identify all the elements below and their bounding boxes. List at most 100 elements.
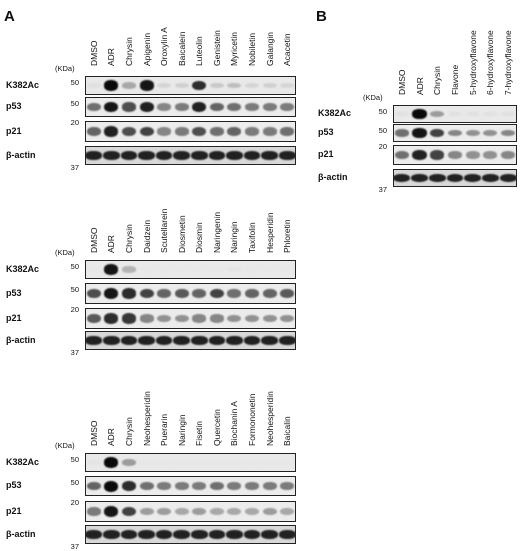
lane-label: Naringenin <box>211 211 222 253</box>
molecular-weight-marker: 20 <box>70 498 79 507</box>
blot-strip <box>85 331 296 350</box>
blot-band <box>501 111 516 117</box>
blot-band <box>192 314 207 323</box>
blot-band <box>262 314 277 323</box>
kda-unit-label: (KDa) <box>55 441 75 450</box>
lane-label: Nobiletin <box>247 32 258 66</box>
blot-band <box>280 460 295 465</box>
blot-strip <box>393 105 517 123</box>
blot-band <box>262 288 277 298</box>
lane-label: Hesperidin <box>264 212 275 253</box>
blot-band <box>138 336 155 345</box>
blot-band <box>139 481 154 491</box>
lane-label: Taxifolin <box>247 222 258 253</box>
blot-band <box>157 314 172 323</box>
blot-band <box>173 530 191 539</box>
blot-band <box>262 482 277 490</box>
lane-label: Genistein <box>211 30 222 66</box>
blot-band <box>280 127 295 136</box>
blot-band <box>208 151 226 160</box>
lane-label: Neohesperidin <box>264 391 275 446</box>
blot-band <box>394 173 411 183</box>
blot-strip <box>85 283 296 304</box>
blot-band <box>86 481 101 491</box>
blot-band <box>209 82 224 89</box>
blot-band <box>227 314 242 323</box>
blot-band <box>192 507 207 516</box>
antibody-label: β-actin <box>318 172 348 182</box>
blot-band <box>447 129 463 137</box>
blot-band <box>157 482 172 490</box>
blot-band <box>482 173 499 183</box>
blot-band <box>157 103 172 111</box>
blot-band <box>86 126 101 136</box>
blot-band <box>483 151 498 159</box>
blot-band <box>465 151 480 159</box>
blot-band <box>120 336 138 345</box>
antibody-label: β-actin <box>6 528 36 539</box>
blot-band <box>155 530 173 539</box>
blot-band <box>104 287 119 300</box>
blot-band <box>209 288 224 299</box>
blot-strip <box>85 97 296 117</box>
blot-strip <box>393 145 517 165</box>
blot-band <box>430 150 445 160</box>
blot-band <box>261 336 278 345</box>
blot-band <box>174 482 189 490</box>
blot-strip <box>85 121 296 142</box>
molecular-weight-marker: 20 <box>70 118 79 127</box>
blot-band <box>483 111 498 117</box>
kda-unit-label: (KDa) <box>55 64 75 73</box>
antibody-label: p21 <box>6 125 22 136</box>
blot-strip <box>85 308 296 329</box>
blot-band <box>428 173 446 183</box>
blot-band <box>245 288 260 298</box>
blot-band <box>278 336 295 345</box>
blot-band <box>139 314 154 323</box>
lane-label: Fisetin <box>194 420 205 446</box>
blot-band <box>280 82 295 89</box>
blot-band <box>104 80 119 91</box>
kda-unit-label: (KDa) <box>55 248 75 257</box>
lane-label: Chrysin <box>432 66 443 95</box>
blot-band <box>192 288 207 298</box>
blot-band <box>280 288 295 299</box>
blot-band <box>226 530 243 539</box>
blot-band <box>121 102 136 112</box>
blot-band <box>174 267 189 272</box>
antibody-label: K382Ac <box>6 79 40 90</box>
blot-band <box>86 151 103 160</box>
blot-band <box>157 288 172 298</box>
blot-band <box>280 267 295 272</box>
blot-band <box>280 507 295 516</box>
blot-strip <box>85 76 296 95</box>
blot-band <box>86 288 101 299</box>
blot-band <box>121 126 136 137</box>
blot-band <box>139 460 154 465</box>
blot-band <box>227 267 242 272</box>
blot-band <box>499 173 516 183</box>
lane-label: 7-hydroxyflavone <box>503 30 514 95</box>
blot-band <box>464 173 482 183</box>
blot-band <box>280 103 295 111</box>
lane-label: ADR <box>106 48 117 66</box>
blot-band <box>138 530 155 539</box>
molecular-weight-marker: 50 <box>70 262 79 271</box>
blot-band <box>209 507 224 516</box>
blot-band <box>174 127 189 136</box>
blot-band <box>262 507 277 516</box>
blot-band <box>190 530 208 539</box>
blot-band <box>104 457 119 468</box>
blot-strip <box>85 525 296 544</box>
blot-band <box>430 110 445 118</box>
blot-band <box>262 127 277 136</box>
blot-band <box>245 482 260 490</box>
blot-band <box>103 336 120 345</box>
blot-band <box>209 481 224 491</box>
blot-band <box>174 288 189 299</box>
blot-band <box>501 151 516 159</box>
blot-strip <box>85 476 296 496</box>
blot-band <box>174 82 189 89</box>
lane-label: Apigenin <box>141 32 152 66</box>
molecular-weight-marker: 50 <box>70 455 79 464</box>
